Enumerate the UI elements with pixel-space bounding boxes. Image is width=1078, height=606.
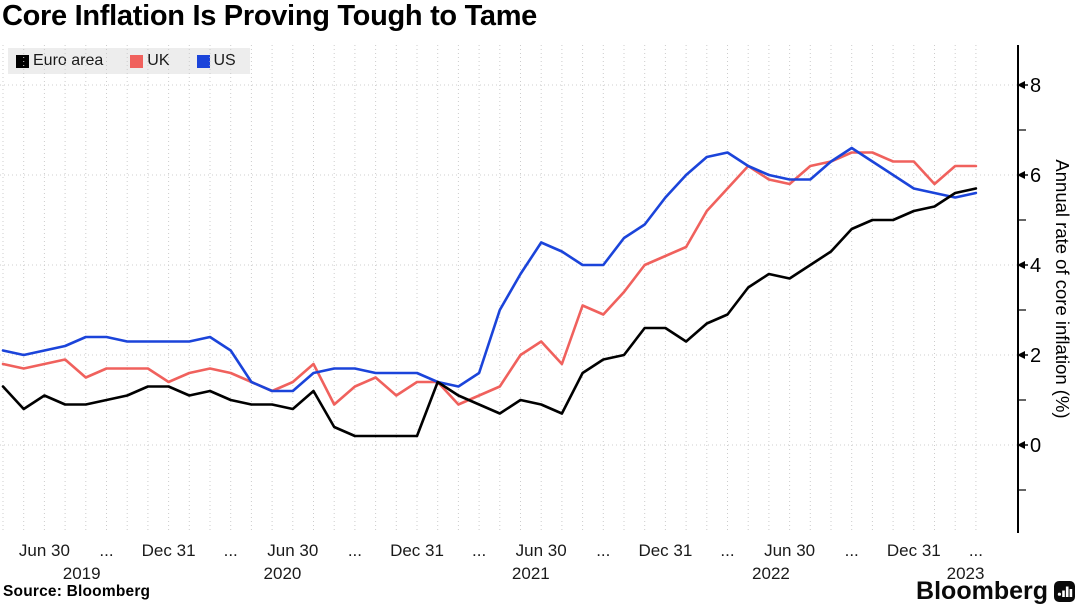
x-axis-tick-label: ... xyxy=(224,541,238,560)
legend-item-euro-area: Euro area xyxy=(16,52,103,70)
y-axis-tick-label: 2 xyxy=(1030,345,1041,367)
x-axis-year-label: 2023 xyxy=(947,564,985,583)
legend-swatch-us xyxy=(196,54,210,68)
x-axis-tick-label: ... xyxy=(596,541,610,560)
x-axis-tick-label: Jun 30 xyxy=(764,541,815,560)
bloomberg-logo-icon xyxy=(1054,581,1075,602)
x-axis-tick-label: Jun 30 xyxy=(516,541,567,560)
series-line-us xyxy=(1,146,978,393)
x-axis-tick-label: ... xyxy=(720,541,734,560)
y-axis-tick-label: 6 xyxy=(1030,165,1041,187)
legend-label-us: US xyxy=(213,52,236,69)
series-line-euro-area xyxy=(1,187,978,438)
x-axis-year-label: 2019 xyxy=(63,564,101,583)
x-axis-tick-label: Dec 31 xyxy=(142,541,196,560)
y-axis-major-tick xyxy=(1017,81,1025,89)
x-axis-tick-label: ... xyxy=(348,541,362,560)
y-axis-tick-label: 0 xyxy=(1030,435,1041,457)
chart-title: Core Inflation Is Proving Tough to Tame xyxy=(2,0,538,32)
y-axis-major-tick xyxy=(1017,441,1025,449)
y-axis-major-tick xyxy=(1017,261,1025,269)
source-note: Source: Bloomberg xyxy=(3,583,151,600)
legend-item-us: US xyxy=(196,52,236,70)
y-axis-tick-label: 4 xyxy=(1030,255,1041,277)
x-axis-year-label: 2020 xyxy=(264,564,302,583)
legend-swatch-euro-area xyxy=(16,54,29,68)
y-axis-title: Annual rate of core inflation (%) xyxy=(1052,159,1073,418)
x-axis-year-label: 2022 xyxy=(752,564,790,583)
x-axis-tick-label: Jun 30 xyxy=(267,541,318,560)
x-axis-tick-label: Dec 31 xyxy=(390,541,444,560)
y-axis-major-tick xyxy=(1017,171,1025,179)
x-axis-tick-label: ... xyxy=(969,541,983,560)
x-axis-tick-label: Dec 31 xyxy=(638,541,692,560)
x-axis-tick-label: ... xyxy=(99,541,113,560)
legend-label-uk: UK xyxy=(147,52,170,69)
x-axis-year-label: 2021 xyxy=(512,564,550,583)
x-axis-tick-label: Dec 31 xyxy=(887,541,941,560)
y-axis-tick-label: 8 xyxy=(1030,75,1041,97)
y-axis-major-tick xyxy=(1017,351,1025,359)
legend-item-uk: UK xyxy=(130,52,170,70)
legend-label-euro-area: Euro area xyxy=(33,52,104,69)
x-axis-tick-label: Jun 30 xyxy=(19,541,70,560)
legend: Euro area UK US xyxy=(8,48,250,74)
x-axis-tick-label: ... xyxy=(845,541,859,560)
bloomberg-wordmark: Bloomberg xyxy=(916,577,1048,605)
series-line-uk xyxy=(1,151,978,406)
bloomberg-brand: Bloomberg xyxy=(916,577,1075,606)
legend-swatch-uk xyxy=(130,54,144,68)
x-axis-tick-label: ... xyxy=(472,541,486,560)
